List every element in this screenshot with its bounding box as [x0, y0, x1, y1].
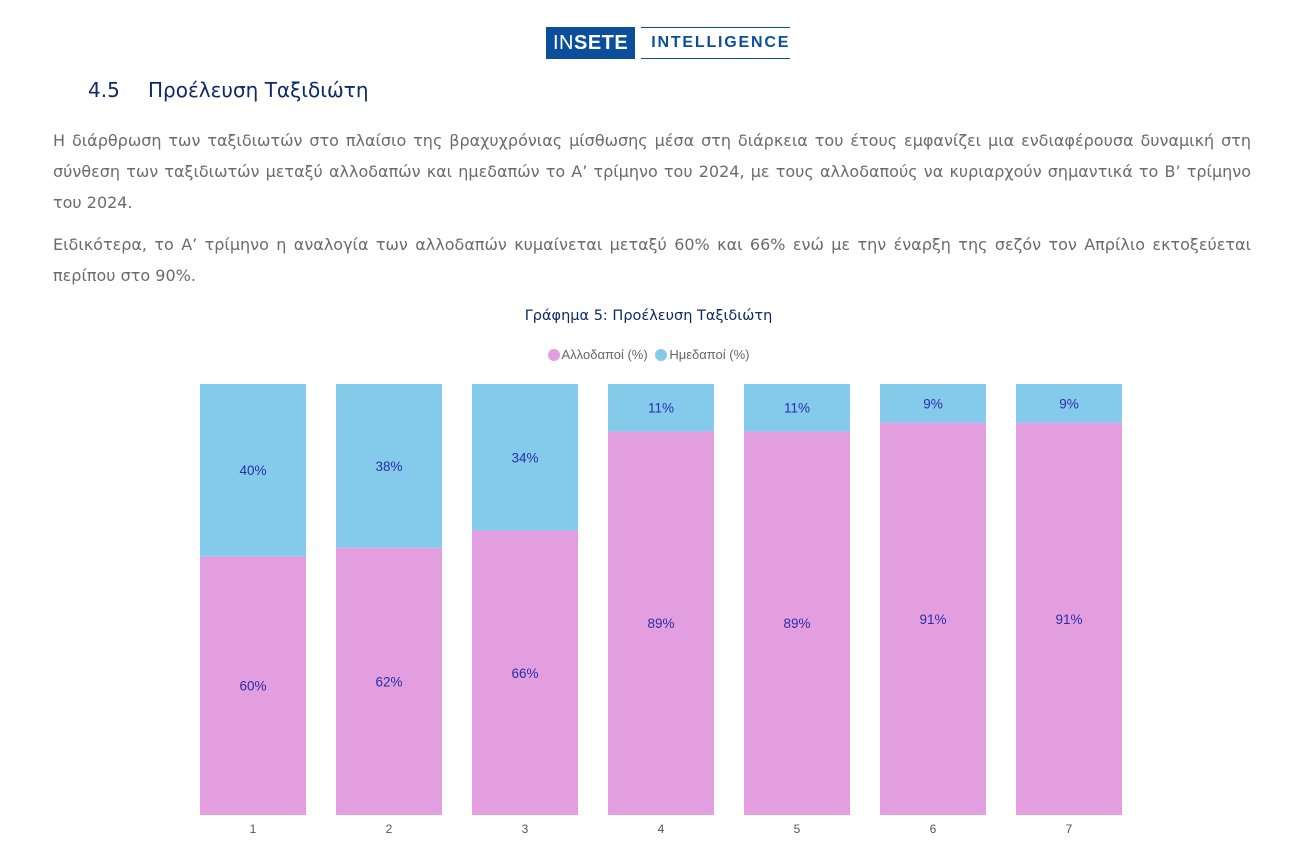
data-label-foreign-4: 89% — [647, 616, 674, 631]
bar-domestic-4 — [608, 384, 714, 432]
legend-swatch-domestic — [655, 348, 668, 361]
data-label-domestic-1: 40% — [239, 463, 266, 478]
bar-domestic-7 — [1016, 384, 1122, 423]
data-label-foreign-1: 60% — [239, 679, 266, 694]
bar-domestic-6 — [880, 384, 986, 423]
bar-foreign-6 — [880, 422, 986, 815]
x-tick-label-7: 7 — [1066, 822, 1073, 836]
data-label-domestic-2: 38% — [375, 459, 402, 474]
chart-legend: Αλλοδαποί (%) Ημεδαποί (%) — [0, 347, 1297, 364]
legend-label-foreign: Αλλοδαποί (%) — [561, 347, 648, 362]
bar-foreign-5 — [744, 431, 850, 815]
bar-foreign-1 — [200, 556, 306, 815]
legend-item-domestic[interactable]: Ημεδαποί (%) — [655, 347, 750, 362]
section-number: 4.5 — [88, 78, 120, 102]
data-label-foreign-6: 91% — [919, 612, 946, 627]
data-label-foreign-5: 89% — [783, 616, 810, 631]
data-label-foreign-2: 62% — [375, 674, 402, 689]
logo-insete-block: IN SETE — [546, 27, 636, 59]
logo-intelligence-text: INTELLIGENCE — [641, 27, 791, 59]
section-title-text: Προέλευση Ταξιδιώτη — [148, 78, 369, 102]
bar-foreign-7 — [1016, 422, 1122, 815]
data-label-domestic-3: 34% — [511, 450, 538, 465]
legend-item-foreign[interactable]: Αλλοδαποί (%) — [547, 347, 648, 362]
data-label-domestic-5: 11% — [784, 401, 810, 416]
bar-domestic-2 — [336, 384, 442, 548]
logo-in-text: IN — [553, 31, 574, 54]
paragraph-2: Ειδικότερα, το Α’ τρίμηνο η αναλογία των… — [53, 235, 1251, 285]
x-tick-label-4: 4 — [658, 822, 665, 836]
bar-foreign-2 — [336, 547, 442, 815]
chart-title: Γράφημα 5: Προέλευση Ταξιδιώτη — [524, 308, 773, 324]
x-tick-label-1: 1 — [250, 822, 257, 836]
bar-foreign-4 — [608, 431, 714, 815]
data-label-domestic-7: 9% — [1059, 396, 1079, 411]
bar-domestic-3 — [472, 384, 578, 531]
x-tick-label-6: 6 — [930, 822, 937, 836]
x-tick-label-3: 3 — [522, 822, 529, 836]
x-tick-label-2: 2 — [386, 822, 393, 836]
insete-intelligence-logo: IN SETE INTELLIGENCE — [546, 27, 791, 59]
data-label-foreign-3: 66% — [511, 666, 538, 681]
bar-foreign-3 — [472, 530, 578, 815]
bar-domestic-1 — [200, 384, 306, 557]
logo-sete-text: SETE — [574, 31, 629, 54]
x-tick-label-5: 5 — [794, 822, 801, 836]
data-label-domestic-4: 11% — [648, 401, 674, 416]
legend-label-domestic: Ημεδαποί (%) — [669, 347, 750, 362]
paragraph-1: Η διάρθρωση των ταξιδιωτών στο πλαίσιο τ… — [53, 131, 1251, 212]
bar-domestic-5 — [744, 384, 850, 432]
data-label-domestic-6: 9% — [923, 396, 943, 411]
legend-swatch-foreign — [547, 348, 560, 361]
data-label-foreign-7: 91% — [1055, 612, 1082, 627]
section-heading: 4.5 Προέλευση Ταξιδιώτη — [88, 78, 369, 102]
